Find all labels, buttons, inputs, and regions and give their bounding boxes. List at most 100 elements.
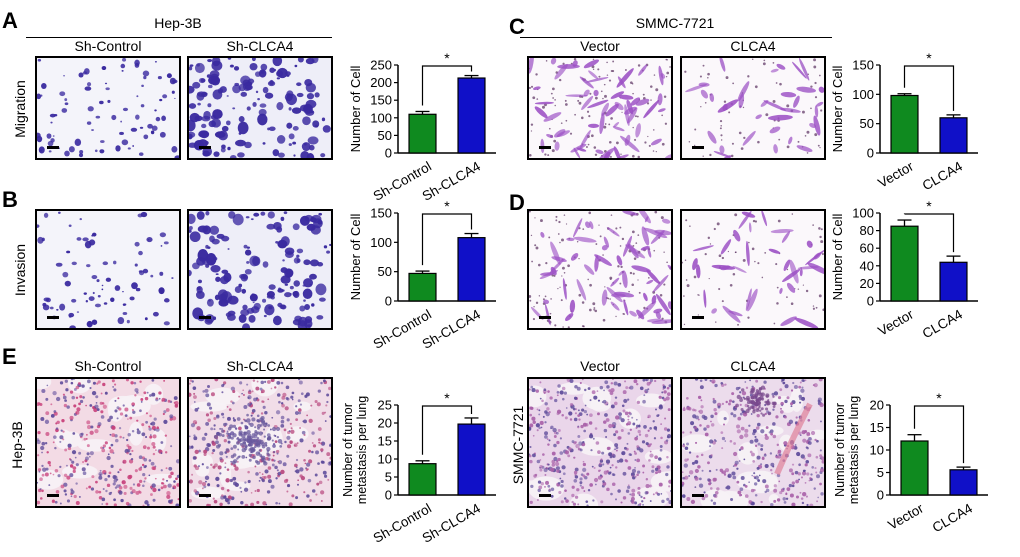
scale-bar [199, 146, 211, 149]
scale-bar [199, 316, 211, 319]
y-tick-label: 5 [877, 465, 884, 480]
significance-bracket [903, 65, 955, 111]
x-tick-label: Vector [885, 500, 926, 532]
col-label-clca4: CLCA4 [730, 38, 776, 54]
panel-label-c: C [509, 14, 525, 39]
x-tick-label: Vector [875, 306, 916, 338]
scale-bar [692, 146, 704, 149]
y-tick-label: 0 [877, 488, 884, 503]
y-tick-label: 150 [370, 206, 392, 221]
micrograph-e-sh-clca4 [187, 377, 333, 508]
significance-star: * [936, 390, 942, 406]
micrograph-a-sh-control [35, 56, 181, 160]
scale-bar [539, 316, 551, 319]
panel-label-d: D [509, 190, 525, 215]
scale-bar [47, 146, 59, 149]
title-underline-left [26, 37, 332, 38]
y-tick-label: 50 [378, 264, 392, 279]
panel-label-a: A [2, 8, 18, 33]
y-tick-label: 50 [378, 128, 392, 143]
y-tick-label: 80 [860, 223, 874, 238]
micrograph-c-vector [527, 56, 673, 160]
y-tick-label: 0 [385, 294, 392, 309]
micrograph-d-clca4 [680, 209, 826, 330]
panel-label-e: E [2, 344, 17, 369]
y-axis-label: Number of tumor metastasis per lung [341, 396, 369, 504]
bar-treatment [939, 261, 968, 302]
bar-treatment [949, 469, 978, 496]
y-tick-label: 100 [852, 206, 874, 221]
col-label-e-vector: Vector [580, 358, 620, 374]
bar-control [890, 225, 919, 302]
bar-treatment [457, 77, 486, 154]
bar-control [890, 94, 919, 154]
bar-chart-d: 0 20 40 60 80 100 Number of Cell Vector CLCA4 * [830, 198, 978, 341]
bar-control [408, 463, 437, 496]
row-label-e-hep3b: Hep-3B [9, 421, 25, 469]
y-axis-label: Number of tumor metastasis per lung [833, 396, 861, 504]
y-axis-label: Number of Cell [348, 66, 363, 153]
y-tick-label: 15 [378, 434, 392, 449]
svg-text:Number of tumor: Number of tumor [341, 403, 355, 497]
y-tick-label: 0 [867, 146, 874, 161]
bar-control [900, 440, 929, 496]
panel-label-b: B [2, 187, 18, 212]
svg-text:Number of tumor: Number of tumor [833, 403, 847, 497]
scale-bar [47, 316, 59, 319]
x-tick-label: CLCA4 [920, 158, 966, 193]
row-label-migration: Migration [12, 80, 28, 138]
col-label-e-sh-clca4: Sh-CLCA4 [226, 358, 294, 374]
scale-bar [539, 146, 551, 149]
y-tick-label: 0 [867, 294, 874, 309]
y-tick-label: 20 [870, 398, 884, 413]
y-tick-label: 0 [385, 488, 392, 503]
svg-text:metastasis per lung: metastasis per lung [355, 396, 369, 504]
x-tick-label: CLCA4 [930, 500, 976, 535]
bar-chart-e-right: 0 5 10 15 20 Number of tumor metastasis per lu… [833, 390, 988, 535]
significance-bracket [421, 65, 473, 106]
y-axis-label: Number of Cell [830, 66, 845, 153]
scale-bar [539, 494, 551, 497]
row-label-invasion: Invasion [12, 243, 28, 297]
significance-star: * [444, 390, 450, 406]
scale-bar [47, 494, 59, 497]
col-label-e-sh-control: Sh-Control [74, 358, 142, 374]
significance-star: * [926, 198, 932, 214]
scale-bar [692, 316, 704, 319]
significance-bracket [903, 213, 955, 253]
micrograph-e-vector [527, 377, 673, 508]
bar-treatment [457, 423, 486, 496]
y-tick-label: 50 [860, 116, 874, 131]
micrograph-e-clca4 [680, 377, 826, 508]
y-tick-label: 200 [370, 75, 392, 90]
y-tick-label: 5 [385, 470, 392, 485]
col-label-sh-clca4: Sh-CLCA4 [226, 38, 294, 54]
y-tick-label: 0 [385, 146, 392, 161]
bar-treatment [939, 117, 968, 154]
svg-text:metastasis per lung: metastasis per lung [847, 396, 861, 504]
significance-star: * [926, 50, 932, 66]
significance-bracket [421, 213, 473, 266]
micrograph-d-vector [527, 209, 673, 330]
x-tick-label: CLCA4 [920, 306, 966, 341]
cell-line-title-smmc7721: SMMC-7721 [635, 15, 715, 31]
bar-chart-e-left: 0 5 10 15 20 25 Number of tumor metastasis per … [341, 390, 496, 546]
title-underline-right [520, 37, 832, 38]
y-tick-label: 150 [852, 58, 874, 73]
significance-bracket [913, 405, 965, 464]
y-tick-label: 20 [860, 276, 874, 291]
y-tick-label: 40 [860, 258, 874, 273]
y-tick-label: 20 [378, 416, 392, 431]
y-tick-label: 15 [870, 420, 884, 435]
scale-bar [692, 494, 704, 497]
micrograph-b-sh-clca4 [187, 209, 333, 330]
significance-star: * [444, 198, 450, 214]
col-label-sh-control: Sh-Control [74, 38, 142, 54]
micrograph-b-sh-control [35, 209, 181, 330]
y-axis-label: Number of Cell [348, 214, 363, 301]
y-tick-label: 150 [370, 93, 392, 108]
y-tick-label: 60 [860, 241, 874, 256]
